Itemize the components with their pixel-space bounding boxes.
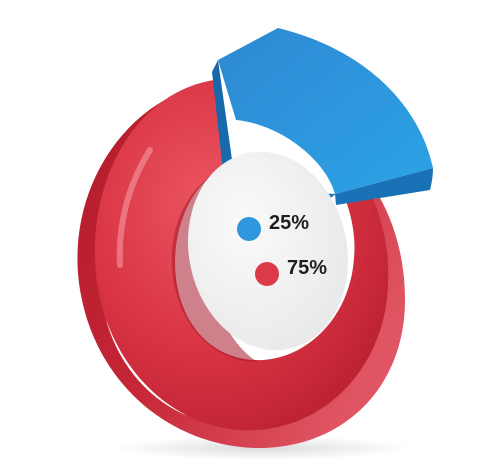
slice-75-highlight bbox=[116, 147, 153, 268]
legend-label-75: 75% bbox=[287, 257, 327, 279]
center-disc bbox=[187, 151, 349, 351]
legend-dot-75 bbox=[255, 262, 279, 286]
legend-dot-25 bbox=[237, 217, 261, 241]
legend-label-25: 25% bbox=[269, 212, 309, 234]
slice-25-side-outer bbox=[335, 168, 433, 205]
slice-75 bbox=[94, 80, 389, 431]
slice-25 bbox=[218, 28, 433, 194]
